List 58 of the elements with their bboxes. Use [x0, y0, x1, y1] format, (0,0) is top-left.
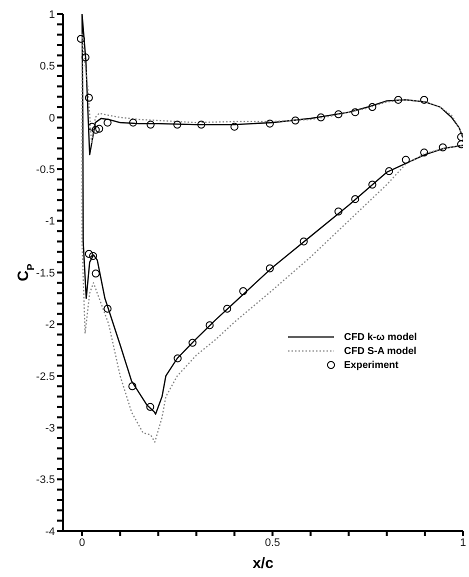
point: [351, 108, 360, 116]
legend-label: CFD k-ω model: [344, 332, 417, 342]
point: [334, 207, 342, 216]
x-tick-label: 0: [78, 536, 86, 549]
x-tick-label: 0.5: [264, 536, 280, 549]
point: [394, 96, 402, 104]
point: [266, 120, 274, 128]
y-tick-label: 0.5: [40, 60, 55, 73]
point: [206, 321, 214, 330]
legend-label: Experiment: [344, 360, 398, 370]
point: [368, 103, 376, 112]
point: [420, 148, 428, 157]
point: [76, 34, 85, 43]
point: [223, 304, 232, 313]
point: [188, 338, 197, 347]
y-tick-label: -2: [45, 319, 55, 332]
x-tick-label: 1: [460, 536, 466, 549]
point: [402, 156, 410, 164]
point: [173, 120, 182, 129]
y-tick-label: -4: [45, 526, 55, 538]
point: [95, 124, 104, 133]
point: [316, 113, 325, 122]
y-tick-label: -2.5: [36, 370, 55, 383]
point: [420, 96, 428, 104]
y-tick-label: -1.5: [36, 267, 55, 280]
point: [197, 120, 206, 129]
point: [84, 250, 93, 258]
y-tick-label: 0: [48, 112, 55, 124]
point: [438, 143, 447, 152]
point: [351, 195, 360, 204]
point: [92, 270, 100, 278]
point: [84, 94, 93, 102]
y-tick-label: -0.5: [36, 164, 55, 176]
point: [81, 53, 90, 62]
y-tick-label: 1: [48, 8, 55, 21]
point: [230, 122, 238, 131]
y-tick-label: -3: [45, 422, 55, 435]
point: [300, 237, 308, 246]
point: [104, 304, 112, 313]
point: [129, 118, 138, 127]
point: [89, 252, 98, 260]
point: [266, 264, 274, 272]
point: [174, 354, 182, 362]
y-tick-label: -1: [45, 216, 55, 228]
legend-label: CFD S-A model: [344, 346, 416, 356]
point: [146, 120, 155, 129]
x-axis-title: x/c: [252, 555, 274, 572]
point: [368, 180, 376, 189]
point: [291, 116, 300, 124]
point: [92, 126, 100, 134]
point: [128, 382, 136, 390]
point: [88, 122, 96, 131]
point: [334, 110, 342, 118]
point: [146, 402, 154, 411]
point: [385, 167, 394, 176]
point: [239, 287, 248, 296]
point: [104, 118, 112, 127]
y-tick-label: -3.5: [36, 474, 55, 486]
